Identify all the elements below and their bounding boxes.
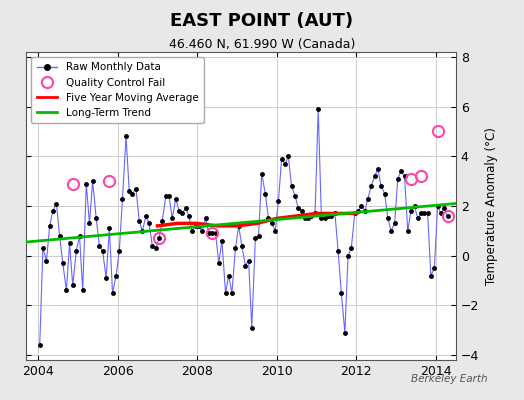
Text: Berkeley Earth: Berkeley Earth [411,374,487,384]
Text: EAST POINT (AUT): EAST POINT (AUT) [170,12,354,30]
Text: 46.460 N, 61.990 W (Canada): 46.460 N, 61.990 W (Canada) [169,38,355,51]
Legend: Raw Monthly Data, Quality Control Fail, Five Year Moving Average, Long-Term Tren: Raw Monthly Data, Quality Control Fail, … [31,57,204,123]
Y-axis label: Temperature Anomaly (°C): Temperature Anomaly (°C) [485,127,498,285]
